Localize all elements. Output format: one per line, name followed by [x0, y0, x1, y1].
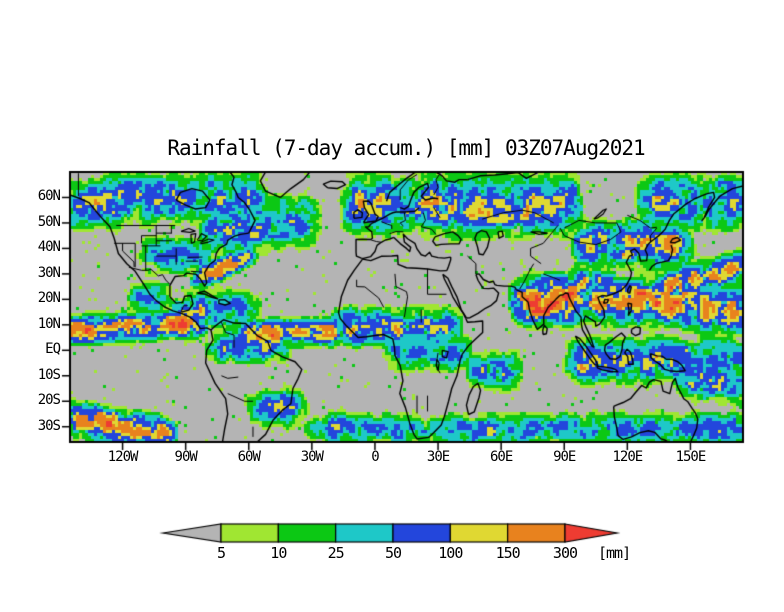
colorbar-tick-label: 5 [216, 544, 226, 562]
colorbar-tick-label: 300 [552, 544, 578, 562]
lat-tick-label: 60N [37, 188, 61, 205]
lat-tick-label: 30N [37, 264, 61, 281]
colorbar-tick-label: 50 [384, 544, 402, 562]
lat-tick-label: 30S [37, 417, 61, 434]
lon-tick-label: 30W [300, 449, 324, 465]
lon-tick-label: 90E [553, 449, 576, 465]
lat-tick-label: 50N [37, 213, 61, 230]
colorbar [150, 512, 650, 558]
lon-tick-label: 120E [612, 449, 643, 465]
lon-tick-label: 30E [426, 449, 450, 465]
lon-tick-label: 150E [675, 449, 707, 465]
lon-tick-label: 0 [371, 449, 379, 465]
lat-tick-label: 20N [37, 290, 61, 307]
chart-title: Rainfall (7-day accum.) [mm] 03Z07Aug202… [167, 136, 645, 160]
lon-tick-label: 90W [174, 449, 198, 465]
lat-tick-label: 10S [37, 366, 61, 383]
lat-tick-label: 40N [37, 239, 61, 256]
colorbar-tick-label: 25 [327, 544, 345, 562]
colorbar-tick-label: 10 [270, 544, 287, 562]
lon-tick-label: 120W [107, 449, 139, 465]
colorbar-unit-label: [mm] [598, 544, 631, 562]
colorbar-tick-label: 150 [495, 544, 521, 562]
lat-tick-label: 10N [37, 315, 61, 332]
colorbar-tick-label: 100 [438, 544, 463, 562]
lat-tick-label: 20S [37, 392, 61, 409]
lat-tick-label: EQ [45, 341, 61, 358]
rainfall-map-plot [58, 164, 756, 460]
lon-tick-label: 60E [489, 449, 513, 465]
lon-tick-label: 60W [237, 449, 261, 465]
